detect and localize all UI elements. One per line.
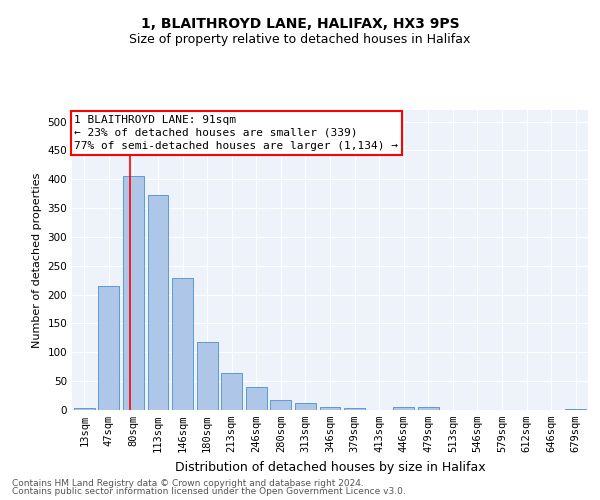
X-axis label: Distribution of detached houses by size in Halifax: Distribution of detached houses by size … — [175, 460, 485, 473]
Bar — [197, 342, 218, 410]
Bar — [123, 176, 144, 410]
Text: 1, BLAITHROYD LANE, HALIFAX, HX3 9PS: 1, BLAITHROYD LANE, HALIFAX, HX3 9PS — [140, 18, 460, 32]
Bar — [295, 402, 316, 410]
Bar — [148, 195, 169, 410]
Bar — [98, 286, 119, 410]
Bar — [271, 400, 292, 410]
Text: Contains HM Land Registry data © Crown copyright and database right 2024.: Contains HM Land Registry data © Crown c… — [12, 478, 364, 488]
Y-axis label: Number of detached properties: Number of detached properties — [32, 172, 42, 348]
Text: Size of property relative to detached houses in Halifax: Size of property relative to detached ho… — [130, 32, 470, 46]
Text: Contains public sector information licensed under the Open Government Licence v3: Contains public sector information licen… — [12, 487, 406, 496]
Bar — [393, 407, 414, 410]
Bar — [246, 387, 267, 410]
Bar — [74, 408, 95, 410]
Bar — [172, 278, 193, 410]
Text: 1 BLAITHROYD LANE: 91sqm
← 23% of detached houses are smaller (339)
77% of semi-: 1 BLAITHROYD LANE: 91sqm ← 23% of detach… — [74, 114, 398, 151]
Bar — [344, 408, 365, 410]
Bar — [221, 372, 242, 410]
Bar — [418, 406, 439, 410]
Bar — [320, 407, 340, 410]
